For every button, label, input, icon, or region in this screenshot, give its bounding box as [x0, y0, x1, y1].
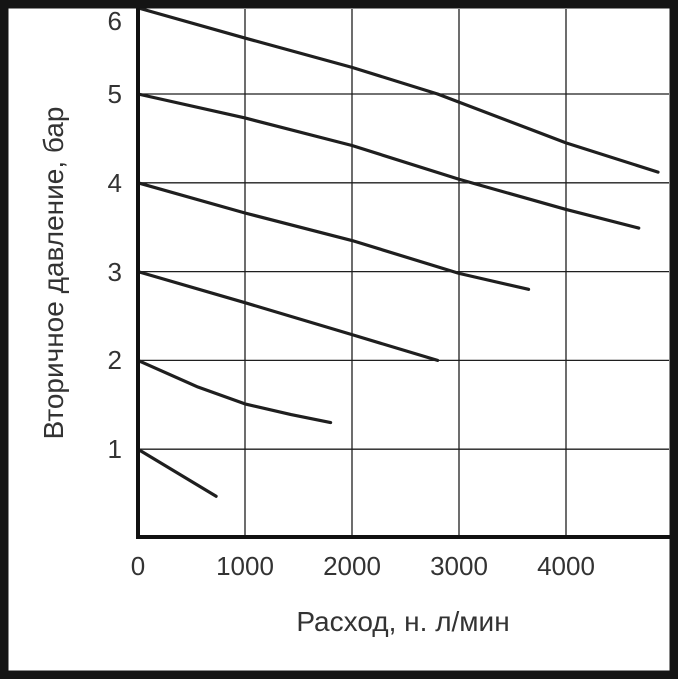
curve-from-4-bar [136, 181, 531, 291]
curve-from-3-bar [136, 270, 440, 362]
x-tick-label-1000: 1000 [216, 551, 274, 581]
curve-from-1-bar [136, 447, 218, 498]
curve-from-2-bar [136, 358, 333, 425]
curve-from-6-bar [136, 6, 660, 174]
curve-from-5-bar [136, 92, 641, 230]
y-tick-label-4: 4 [107, 167, 122, 198]
x-tick-label-0: 0 [130, 551, 146, 581]
y-tick-label-2: 2 [107, 345, 122, 376]
y-tick-label-5: 5 [107, 79, 122, 109]
y-tick-label-1: 1 [107, 434, 122, 465]
y-tick-label-6: 6 [107, 6, 122, 36]
x-tick-label-2000: 2000 [323, 551, 381, 581]
x-axis-title: Расход, н. л/мин [296, 606, 510, 637]
x-tick-label-4000: 4000 [537, 551, 595, 581]
x-tick-label-3000: 3000 [430, 551, 488, 581]
y-tick-label-3: 3 [107, 256, 122, 287]
